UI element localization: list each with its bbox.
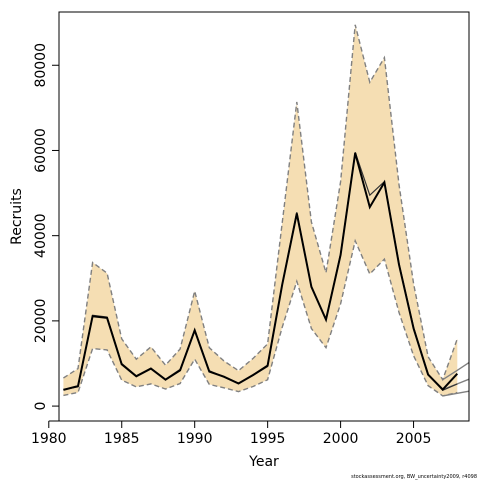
x-tick-label: 1980 (31, 431, 67, 447)
x-tick-label: 2000 (323, 431, 359, 447)
x-axis-title: Year (248, 454, 279, 470)
x-axis: 1980 1985 1990 1995 2000 2005 (31, 420, 432, 447)
y-tick-label: 40000 (33, 213, 49, 258)
confidence-band-layer (63, 24, 458, 396)
x-tick-label: 1995 (250, 431, 286, 447)
estimate-line-layer (63, 152, 459, 392)
upper-bound-line (63, 24, 458, 382)
confidence-band (63, 24, 458, 396)
lower-bound-line (63, 238, 458, 397)
y-tick-label: 60000 (33, 128, 49, 173)
projection-lower-line (442, 390, 470, 397)
x-tick-label: 1985 (104, 431, 140, 447)
x-tick-label: 2005 (396, 431, 432, 447)
recruits-estimate-line (63, 152, 459, 391)
source-caption: stockassessment.org, BW_uncertainty2009,… (351, 474, 477, 480)
projection-upper-line (442, 362, 470, 381)
y-axis-title: Recruits (9, 188, 25, 245)
x-tick-label: 1990 (177, 431, 213, 447)
y-tick-label: 20000 (33, 299, 49, 344)
y-axis: 0 20000 40000 60000 80000 (33, 43, 60, 411)
y-tick-label: 80000 (33, 43, 49, 88)
y-tick-label: 0 (33, 402, 49, 411)
confidence-bound-layer (63, 24, 470, 397)
